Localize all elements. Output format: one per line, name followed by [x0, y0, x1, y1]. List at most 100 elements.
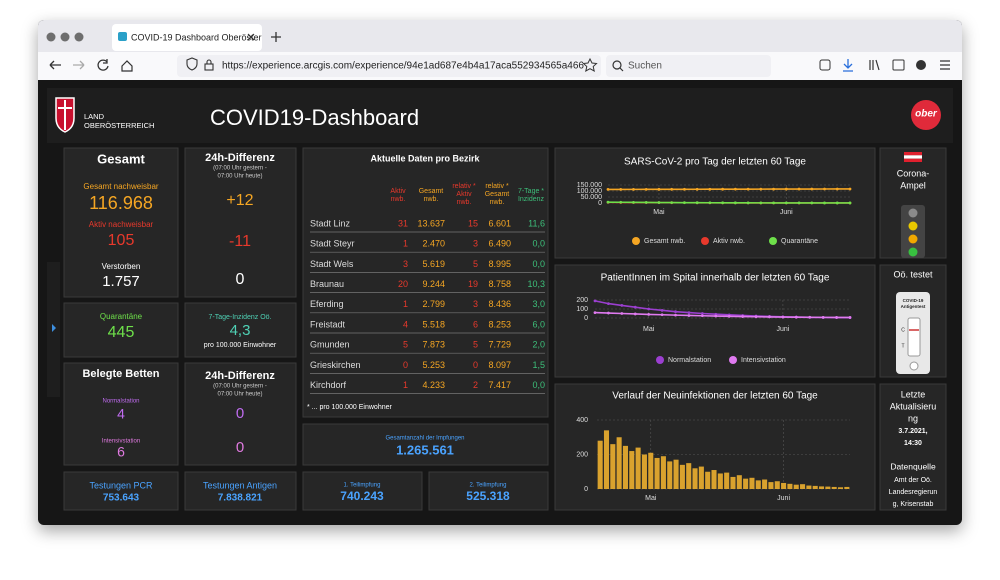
point [674, 310, 677, 314]
lock-icon[interactable] [204, 63, 214, 71]
table-cell: 2,0 [532, 340, 545, 350]
coat-of-arms-detail [58, 100, 72, 130]
panel-title: 24h-Differenz [205, 370, 275, 382]
x-tick-label: Juni [780, 209, 793, 216]
search-placeholder[interactable]: Suchen [628, 61, 662, 72]
legend-marker[interactable] [656, 356, 664, 364]
table-cell: 3,0 [532, 299, 545, 309]
url[interactable]: https://experience.arcgis.com/experience… [222, 61, 584, 72]
table-cell: 2.470 [422, 239, 445, 249]
label: Letzte [901, 389, 926, 399]
table-cell: 31 [398, 218, 408, 228]
legend-label[interactable]: Intensivstation [741, 357, 786, 364]
shield-icon[interactable] [186, 57, 198, 71]
pocket-icon[interactable] [819, 59, 831, 71]
window-button[interactable] [46, 32, 56, 42]
value: 525.318 [466, 489, 510, 503]
bar [692, 468, 698, 489]
tab-bar [38, 20, 962, 52]
column-header: nwb. [457, 199, 472, 206]
bar [717, 473, 723, 489]
forward-button[interactable] [73, 60, 85, 70]
value: 1.757 [102, 273, 140, 290]
value: 116.968 [89, 193, 153, 213]
point [660, 308, 664, 312]
flag-stripe [904, 158, 922, 162]
side-arrow[interactable] [52, 324, 56, 332]
label: 3.7.2021, [898, 428, 927, 435]
bar [686, 463, 692, 489]
point [733, 187, 737, 191]
new-tab[interactable] [271, 32, 281, 42]
bar [825, 486, 831, 489]
table-cell: 0 [473, 360, 478, 370]
legend-marker[interactable] [729, 356, 737, 364]
bookmark-star[interactable] [582, 57, 598, 72]
window-button[interactable] [74, 32, 84, 42]
panel-title: Gesamt [97, 151, 145, 166]
menu-icon[interactable] [940, 60, 950, 70]
table-cell: 8.253 [488, 319, 511, 329]
tab-close[interactable] [247, 33, 255, 41]
bar [679, 464, 685, 489]
point [700, 312, 704, 315]
label: Gesamt nachweisbar [83, 182, 158, 191]
home-button[interactable] [121, 60, 133, 72]
point [848, 316, 852, 319]
label: 7-Tage-Inzidenz Oö. [208, 314, 271, 321]
download-icon[interactable] [843, 59, 853, 72]
y-tick-label: 50.000 [581, 194, 603, 201]
column-header: Aktiv [456, 191, 472, 198]
bar [806, 485, 812, 489]
url-field[interactable] [177, 55, 601, 77]
panel [554, 264, 876, 378]
point [674, 313, 677, 317]
legend-label[interactable]: Quarantäne [781, 238, 818, 245]
legend-label[interactable]: Aktiv nwb. [713, 238, 745, 245]
reload-button[interactable] [97, 59, 109, 71]
table-cell: Kirchdorf [310, 380, 347, 390]
panel [302, 147, 549, 418]
point [721, 187, 725, 191]
table-cell: 2.799 [422, 299, 445, 309]
brand-name: ober [915, 109, 938, 120]
table-cell: 6,0 [532, 319, 545, 329]
table-cell: 0,0 [532, 259, 545, 269]
panel [184, 147, 297, 298]
legend-marker[interactable] [769, 237, 777, 245]
bar [673, 459, 679, 489]
sidebar-icon[interactable] [892, 59, 905, 71]
bar [800, 484, 806, 489]
point [759, 187, 763, 191]
search-field[interactable] [606, 55, 771, 77]
window-button[interactable] [60, 32, 70, 42]
table-cell: 7.417 [488, 380, 511, 390]
extension-icon[interactable] [916, 60, 926, 70]
point [633, 312, 637, 316]
library-icon[interactable] [869, 59, 880, 71]
back-button[interactable] [49, 60, 61, 70]
table-cell: 9.244 [422, 279, 445, 289]
point [619, 187, 623, 191]
legend-label[interactable]: Gesamt nwb. [644, 238, 685, 245]
panel [184, 362, 297, 466]
point [848, 187, 852, 191]
point [657, 201, 661, 204]
tab-title[interactable]: COVID-19 Dashboard Oberöster [131, 32, 262, 42]
label: Landesregierun [889, 489, 938, 496]
legend-marker[interactable] [632, 237, 640, 245]
bar [616, 437, 622, 489]
table-cell: 7.729 [488, 340, 511, 350]
table-cell: 0,0 [532, 239, 545, 249]
bar [831, 486, 837, 489]
tab[interactable] [112, 24, 262, 51]
panel [63, 147, 179, 298]
point [687, 311, 691, 314]
bar [774, 481, 780, 489]
label: ng [908, 413, 918, 423]
point [606, 200, 610, 204]
label: Testungen Antigen [203, 480, 277, 490]
favicon [118, 32, 127, 41]
legend-marker[interactable] [701, 237, 709, 245]
legend-label[interactable]: Normalstation [668, 357, 711, 364]
